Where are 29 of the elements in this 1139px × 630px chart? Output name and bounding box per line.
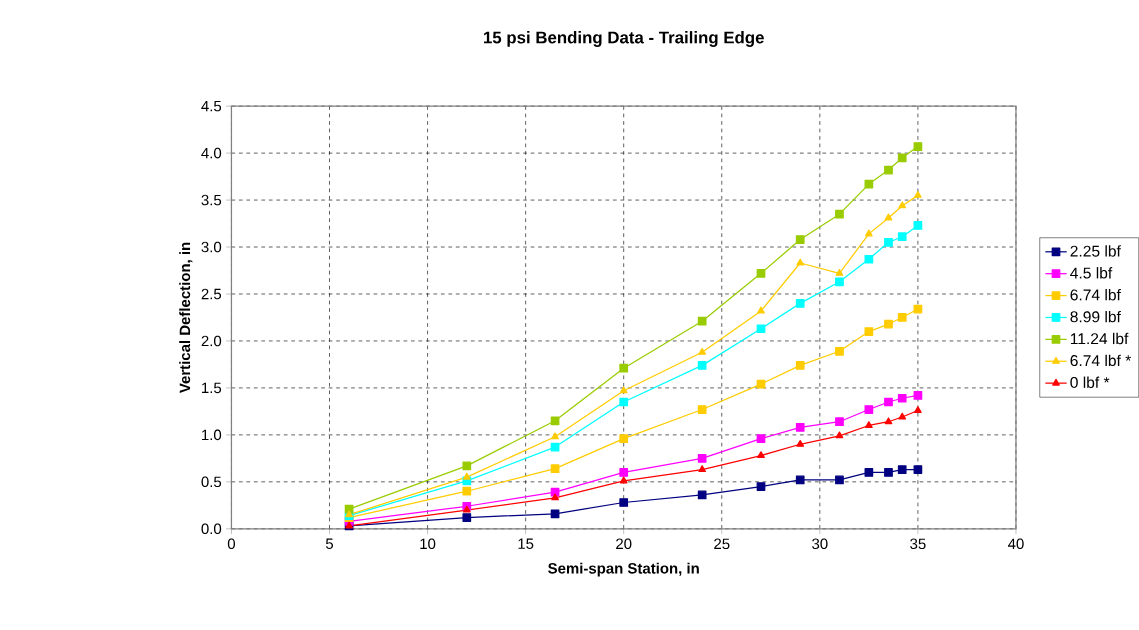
y-tick-label: 4.0 (201, 147, 222, 159)
x-tick-label: 25 (714, 538, 730, 549)
y-axis-title: Vertical Deflection, in (179, 242, 193, 393)
y-tick-label: 1.5 (202, 382, 222, 394)
y-tick-label: 2.5 (201, 288, 222, 300)
x-axis-title: Semi-span Station, in (548, 562, 699, 577)
legend-label: 6.74 lbf * (1070, 354, 1132, 367)
y-tick-label: 0.0 (201, 523, 222, 534)
x-tick-label: 0 (227, 538, 236, 549)
legend-label: 0 lbf * (1070, 376, 1110, 388)
chart-title: 15 psi Bending Data - Trailing Edge (484, 31, 764, 47)
y-tick-label: 4.5 (201, 100, 222, 112)
x-tick-label: 5 (325, 538, 334, 549)
legend-label: 4.5 lbf (1070, 266, 1113, 279)
legend-label: 6.74 lbf (1070, 288, 1121, 301)
x-tick-label: 40 (1008, 538, 1024, 549)
y-tick-label: 3.5 (201, 194, 222, 206)
y-tick-label: 1.0 (202, 429, 222, 441)
legend-label: 8.99 lbf (1070, 310, 1121, 323)
legend-label: 11.24 lbf (1070, 332, 1129, 345)
y-tick-label: 0.5 (201, 476, 222, 488)
x-tick-label: 10 (420, 538, 436, 549)
x-tick-label: 35 (910, 538, 926, 549)
x-tick-label: 20 (616, 538, 632, 549)
x-tick-label: 15 (518, 538, 534, 549)
y-tick-label: 3.0 (201, 241, 222, 253)
legend-label: 2.25 lbf (1070, 245, 1121, 257)
y-tick-label: 2.0 (201, 335, 222, 347)
x-tick-label: 30 (812, 538, 828, 549)
